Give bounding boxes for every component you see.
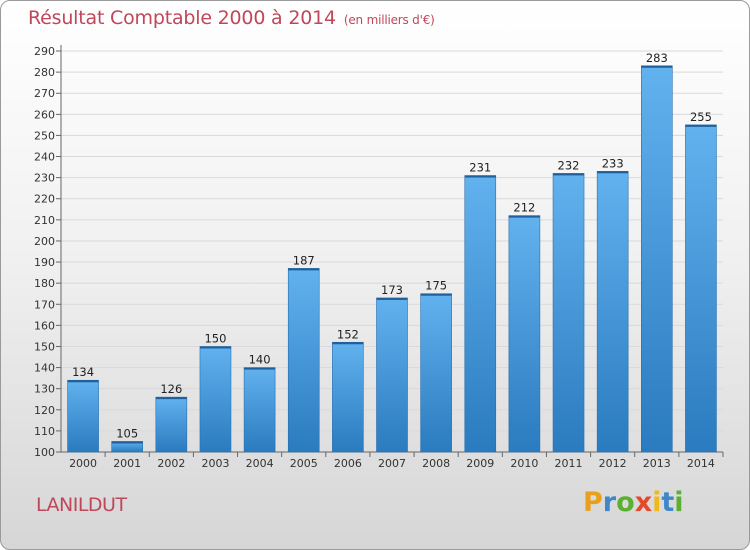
bar-2000 — [67, 379, 99, 453]
data-label-2010: 212 — [513, 201, 535, 215]
x-tick-label-2011: 2011 — [555, 457, 583, 470]
bar-2006 — [332, 341, 364, 453]
x-tick-label-2012: 2012 — [599, 457, 627, 470]
x-tick-label-2014: 2014 — [687, 457, 715, 470]
y-tick-label: 260 — [34, 108, 55, 121]
logo-letter: i — [652, 487, 662, 518]
bar-2013 — [640, 65, 673, 453]
x-tick-label-2005: 2005 — [290, 457, 318, 470]
bar-top-edge — [597, 171, 629, 174]
data-label-2007: 173 — [381, 283, 403, 297]
x-tick-label-2000: 2000 — [69, 457, 97, 470]
bar-top-edge — [420, 293, 452, 296]
y-tick-label: 200 — [34, 235, 55, 248]
bar-2004 — [243, 367, 276, 453]
bar-top-edge — [641, 65, 673, 68]
data-label-2009: 231 — [469, 161, 491, 175]
y-tick-label: 270 — [34, 87, 55, 100]
x-tick-label-2008: 2008 — [422, 457, 450, 470]
chart-title: Résultat Comptable 2000 à 2014 (en millie… — [28, 7, 435, 29]
bars — [67, 65, 717, 453]
axes: 100 110 120 130 140 150 160 170 180 190 200 210 220 2… — [34, 45, 724, 470]
bar-top-edge — [553, 173, 585, 176]
bar-2002 — [155, 396, 188, 453]
bar-top-edge — [155, 397, 187, 400]
y-tick-label: 170 — [34, 298, 55, 311]
y-tick-label: 120 — [34, 404, 55, 417]
bar-2008 — [420, 293, 452, 453]
y-tick-label: 180 — [34, 277, 55, 290]
data-label-2014: 255 — [690, 110, 712, 124]
logo-letter: i — [674, 487, 684, 518]
bar-top-edge — [376, 297, 408, 300]
bar-top-edge — [288, 268, 320, 271]
data-label-2000: 134 — [72, 365, 94, 379]
bar-top-edge — [199, 346, 231, 349]
data-label-2003: 150 — [204, 331, 226, 345]
bar-2010 — [508, 215, 541, 453]
bar-top-edge — [244, 367, 276, 370]
y-tick-label: 110 — [34, 425, 55, 438]
bar-top-edge — [464, 175, 496, 178]
x-tick-label-2007: 2007 — [378, 457, 406, 470]
bar-top-edge — [332, 342, 364, 345]
bar-2007 — [376, 297, 408, 453]
logo-letter: x — [634, 487, 653, 518]
data-label-2005: 187 — [293, 253, 315, 267]
y-tick-label: 130 — [34, 383, 55, 396]
bar-2011 — [552, 173, 585, 453]
y-tick-label: 220 — [34, 193, 55, 206]
bar-2005 — [287, 268, 320, 453]
x-tick-label-2001: 2001 — [113, 457, 141, 470]
y-tick-label: 240 — [34, 151, 55, 164]
bar-top-edge — [685, 124, 717, 127]
place-name: LANILDUT — [36, 494, 127, 516]
bar-2009 — [464, 175, 497, 453]
y-tick-label: 280 — [34, 66, 55, 79]
data-label-2008: 175 — [425, 279, 447, 293]
y-tick-label: 210 — [34, 214, 55, 227]
x-tick-label-2002: 2002 — [157, 457, 185, 470]
logo-letter: r — [602, 487, 617, 518]
bar-top-edge — [67, 380, 99, 383]
x-tick-label-2013: 2013 — [643, 457, 671, 470]
y-tick-label: 230 — [34, 172, 55, 185]
bar-top-edge — [111, 441, 143, 444]
proxiti-logo: Proxiti — [583, 487, 684, 518]
bar-2003 — [199, 346, 232, 453]
logo-letter: P — [583, 487, 603, 518]
bar-top-edge — [508, 215, 540, 218]
logo-letter: t — [661, 487, 675, 518]
data-label-2006: 152 — [337, 327, 359, 341]
y-tick-label: 140 — [34, 362, 55, 375]
y-tick-label: 100 — [34, 446, 55, 459]
y-tick-label: 160 — [34, 319, 55, 332]
data-label-2011: 232 — [558, 158, 580, 172]
x-tick-label-2009: 2009 — [466, 457, 494, 470]
x-tick-label-2006: 2006 — [334, 457, 362, 470]
y-tick-label: 250 — [34, 129, 55, 142]
logo-letter: o — [616, 487, 635, 518]
bar-2012 — [596, 171, 629, 453]
data-label-2001: 105 — [116, 426, 138, 440]
x-tick-label-2004: 2004 — [246, 457, 274, 470]
bar-2014 — [685, 124, 717, 453]
y-tick-label: 290 — [34, 45, 55, 58]
data-label-2004: 140 — [249, 353, 271, 367]
y-tick-label: 150 — [34, 340, 55, 353]
data-label-2012: 233 — [602, 156, 624, 170]
x-tick-label-2010: 2010 — [510, 457, 538, 470]
x-tick-label-2003: 2003 — [201, 457, 229, 470]
data-labels: 134 105 126 150 140 187 152 173 175 231 212 232 233 2… — [72, 51, 712, 441]
data-label-2002: 126 — [160, 382, 182, 396]
data-label-2013: 283 — [646, 51, 668, 65]
chart-title-text: Résultat Comptable 2000 à 2014 — [28, 7, 336, 29]
y-tick-label: 190 — [34, 256, 55, 269]
unit-note: (en milliers d'€) — [343, 13, 435, 27]
